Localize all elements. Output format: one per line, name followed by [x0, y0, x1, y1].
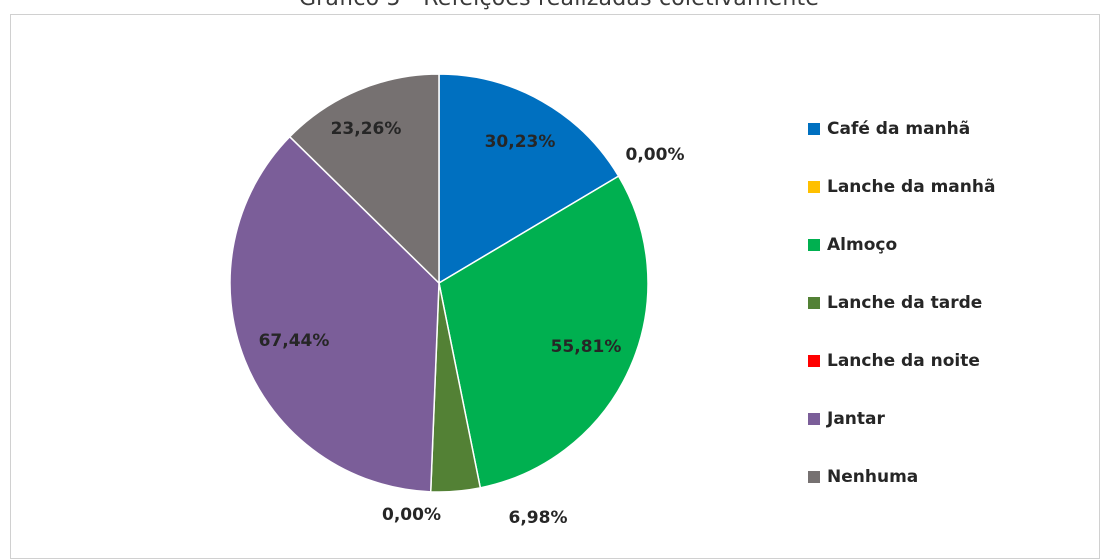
legend-swatch — [808, 471, 820, 483]
legend-item-lanche-da-noite: Lanche da noite — [808, 332, 1108, 390]
legend-swatch — [808, 123, 820, 135]
legend-swatch — [808, 413, 820, 425]
data-label-cafe-da-manha: 30,23% — [485, 132, 556, 152]
legend-item-nenhuma: Nenhuma — [808, 448, 1108, 506]
data-label-jantar: 67,44% — [259, 331, 330, 351]
legend-label: Lanche da noite — [827, 351, 980, 371]
legend-swatch — [808, 297, 820, 309]
pie-labels: 30,23% 0,00% 55,81% 6,98% 0,00% 67,44% 23,26% — [259, 119, 685, 528]
legend-swatch — [808, 239, 820, 251]
legend-label: Jantar — [827, 409, 885, 429]
pie-slice-nenhuma — [288, 73, 440, 284]
pie-slice-almoco — [438, 175, 649, 489]
data-label-almoco: 55,81% — [551, 337, 622, 357]
pie-slice-cafe-da-manha — [438, 73, 620, 284]
legend-item-almoco: Almoço — [808, 216, 1108, 274]
legend-item-lanche-da-tarde: Lanche da tarde — [808, 274, 1108, 332]
legend-label: Lanche da tarde — [827, 293, 983, 313]
pie-slice-jantar — [229, 135, 440, 493]
legend-item-cafe-da-manha: Café da manhã — [808, 100, 1108, 158]
legend-swatch — [808, 181, 820, 193]
data-label-nenhuma: 23,26% — [331, 119, 402, 139]
legend-label: Nenhuma — [827, 467, 919, 487]
data-label-lanche-da-manha: 0,00% — [626, 145, 685, 165]
legend-swatch — [808, 355, 820, 367]
legend-item-lanche-da-manha: Lanche da manhã — [808, 158, 1108, 216]
data-label-lanche-da-noite: 0,00% — [382, 505, 441, 525]
data-label-lanche-da-tarde: 6,98% — [509, 508, 568, 528]
chart-legend: Café da manhã Lanche da manhã Almoço Lanche… — [808, 100, 1108, 506]
chart-title: Gráfico 5 - Refeições realizadas coletiv… — [0, 0, 1118, 11]
pie-slices — [229, 73, 649, 493]
legend-label: Lanche da manhã — [827, 177, 996, 197]
legend-label: Almoço — [827, 235, 898, 255]
legend-label: Café da manhã — [827, 119, 971, 139]
legend-item-jantar: Jantar — [808, 390, 1108, 448]
